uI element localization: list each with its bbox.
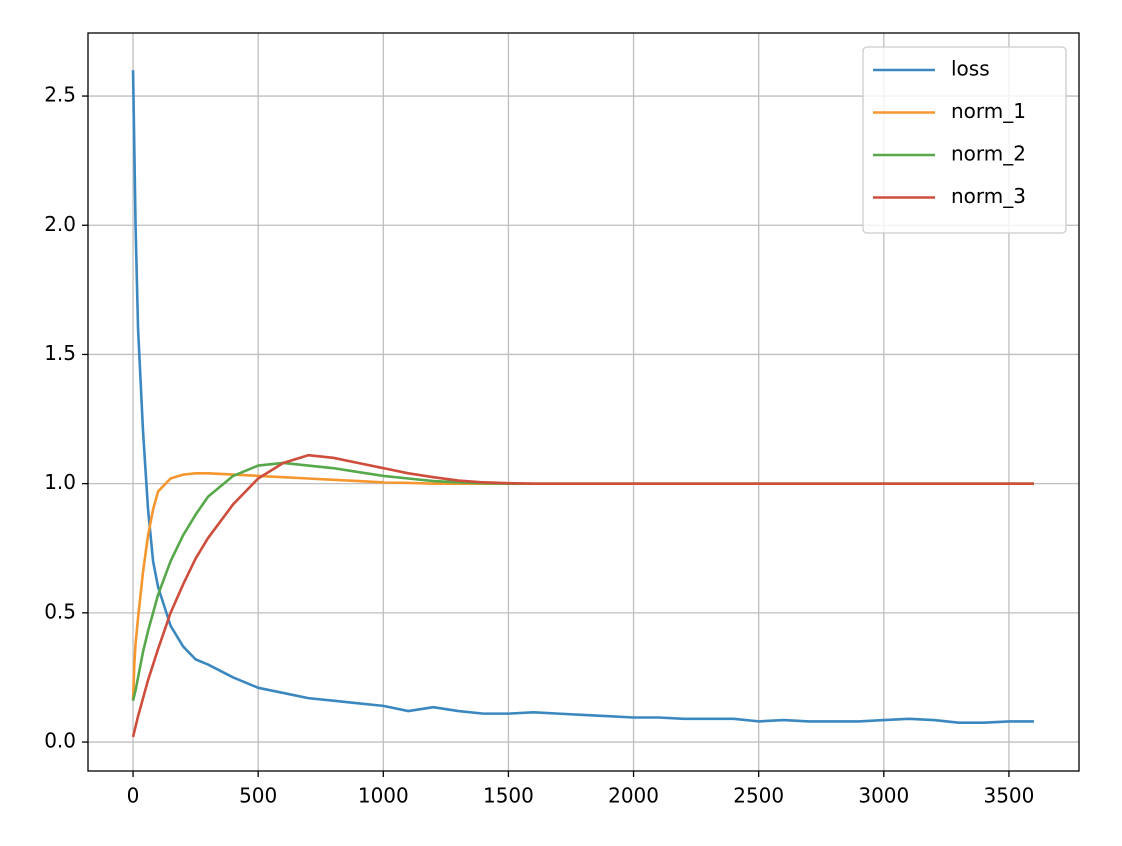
x-tick-label: 0 [127,784,140,808]
y-tick-label: 2.0 [44,212,76,236]
legend-box [862,46,1067,234]
legend: loss norm_1 norm_2 norm_3 [862,46,1067,234]
y-tick-label: 0.5 [44,599,76,623]
x-tick-label: 1000 [358,784,409,808]
series-line [131,70,1034,724]
series-line [131,453,1034,738]
y-tick-label: 2.5 [44,83,76,107]
x-tick-label: 3000 [858,784,909,808]
x-tick-label: 2000 [608,784,659,808]
y-tick-label: 1.0 [44,470,76,494]
x-tick-label: 3500 [983,784,1034,808]
legend-label: loss [951,57,990,81]
legend-label: norm_3 [951,184,1026,208]
y-tick-label: 0.0 [44,729,76,753]
line-layer [131,70,1034,738]
x-tick-label: 500 [239,784,277,808]
legend-label: norm_2 [951,142,1026,166]
tick-layer: 0 500 1000 1500 2000 2500 3000 3500 0.0 0.5 1.0 1.5… [44,83,1034,808]
y-tick-label: 1.5 [44,341,76,365]
plot-frame [87,32,1080,772]
x-tick-label: 1500 [483,784,534,808]
legend-label: norm_1 [951,99,1026,123]
x-tick-label: 2500 [733,784,784,808]
